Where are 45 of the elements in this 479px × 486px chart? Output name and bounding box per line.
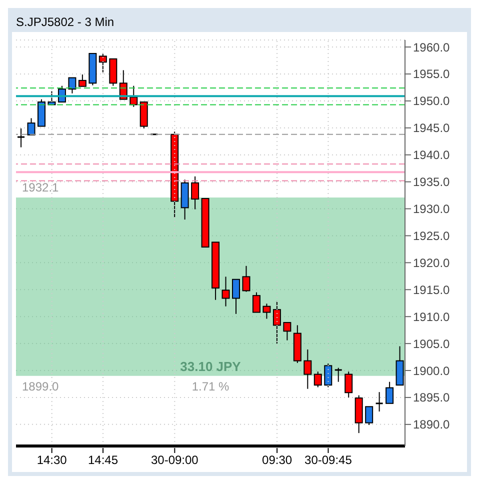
candlestick (222, 276, 230, 307)
candlestick (386, 381, 394, 404)
y-tick-label: 1900.0 (413, 364, 450, 378)
candlestick (365, 406, 374, 426)
x-tick-label: 09:30 (262, 453, 292, 467)
x-tick-label: 30-09:45 (304, 453, 352, 467)
candlestick (283, 322, 292, 341)
candlestick (232, 278, 240, 314)
annotation: 1899.0 (22, 379, 60, 394)
annotation: 1.71 % (192, 379, 230, 394)
x-tick-label: 14:45 (88, 453, 118, 467)
y-tick-label: 1930.0 (413, 202, 450, 216)
candlestick (262, 303, 271, 320)
candlestick (191, 176, 200, 210)
y-tick-label: 1945.0 (413, 121, 450, 136)
x-tick-label: 30-09:00 (150, 453, 199, 467)
annotation: 1932.1 (22, 180, 60, 194)
y-tick-label: 1960.0 (413, 40, 450, 54)
candlestick (68, 77, 76, 94)
y-tick-label: 1915.0 (413, 282, 450, 297)
y-tick-label: 1950.0 (413, 94, 450, 108)
candlestick (78, 74, 86, 87)
candlestick (375, 392, 384, 412)
candlestick (314, 371, 322, 388)
candlestick (344, 371, 353, 398)
y-tick-label: 1935.0 (413, 175, 450, 190)
y-tick-label: 1940.0 (413, 148, 450, 162)
candlestick (272, 300, 281, 344)
y-tick-label: 1925.0 (413, 228, 450, 243)
y-tick-label: 1895.0 (413, 390, 450, 405)
y-tick-label: 1955.0 (413, 67, 450, 82)
candlestick (27, 118, 36, 136)
y-tick-label: 1920.0 (413, 256, 450, 270)
y-tick-label: 1910.0 (413, 310, 450, 324)
candlestick (252, 292, 260, 313)
candlestick (98, 52, 107, 73)
candlestick (304, 348, 312, 390)
chart-title: S.JPJ5802 - 3 Min (15, 14, 116, 31)
candlestick (242, 265, 250, 292)
band-label: 33.10 JPY (180, 358, 242, 374)
y-tick-label: 1905.0 (413, 336, 450, 351)
candlestick (334, 367, 343, 382)
y-tick-label: 1890.0 (413, 418, 450, 432)
x-tick-label: 14:30 (36, 453, 68, 467)
candlestick (16, 128, 26, 148)
